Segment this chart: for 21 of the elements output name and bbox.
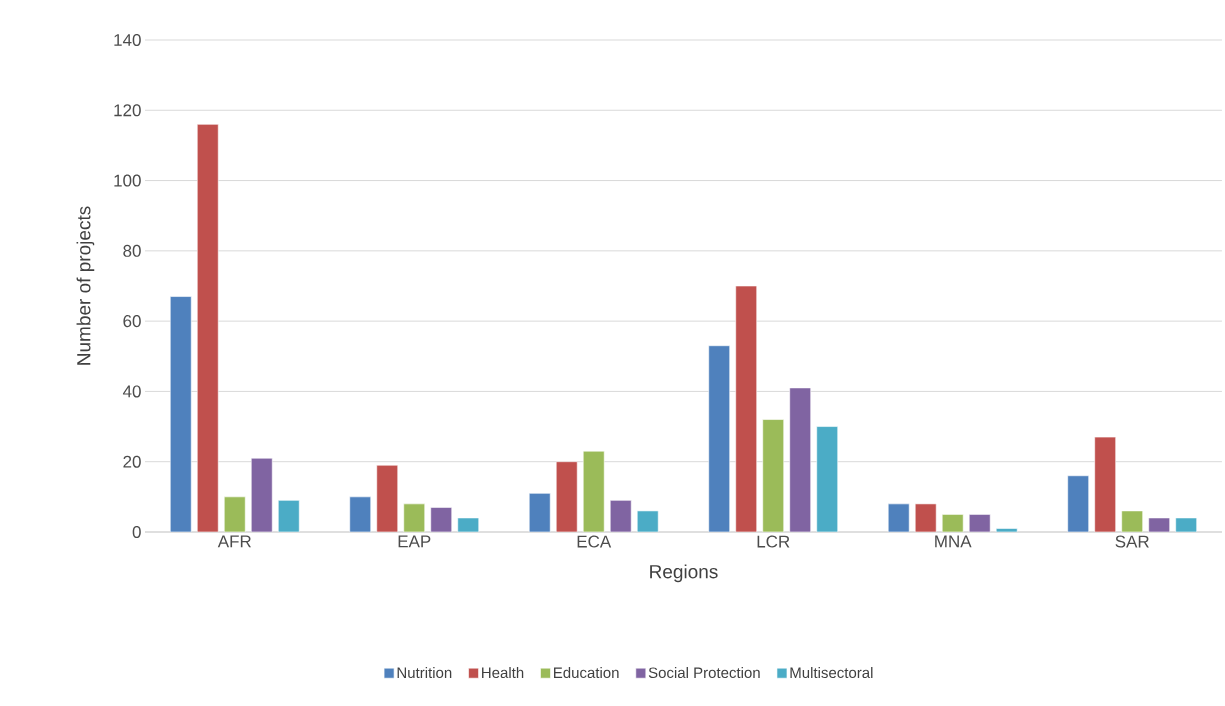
x-tick-label: MNA	[935, 535, 972, 548]
legend-label: Nutrition	[397, 667, 452, 679]
y-tick-label: 60	[123, 315, 141, 328]
legend-label: Education	[554, 667, 619, 679]
x-tick-label: AFR	[217, 535, 251, 548]
legend-label: Multisectoral	[790, 667, 873, 679]
y-tick-label: 0	[132, 525, 141, 539]
y-tick-label: 80	[123, 244, 141, 257]
legend-label: Health	[482, 667, 524, 679]
legend-label: Social Protection	[648, 667, 760, 679]
x-tick-label: SAR	[1115, 535, 1149, 548]
x-tick-label: LCR	[757, 535, 790, 548]
x-tick-label: EAP	[398, 535, 431, 548]
y-tick-label: 120	[114, 104, 141, 117]
x-tick-label: ECA	[577, 535, 612, 548]
x-axis-title: Regions	[650, 564, 718, 583]
y-tick-label: 40	[122, 385, 141, 398]
y-tick-label: 100	[114, 174, 141, 187]
y-tick-label: 20	[123, 455, 141, 468]
y-tick-label: 140	[114, 33, 141, 47]
y-axis-title: Number of projects	[76, 206, 95, 365]
